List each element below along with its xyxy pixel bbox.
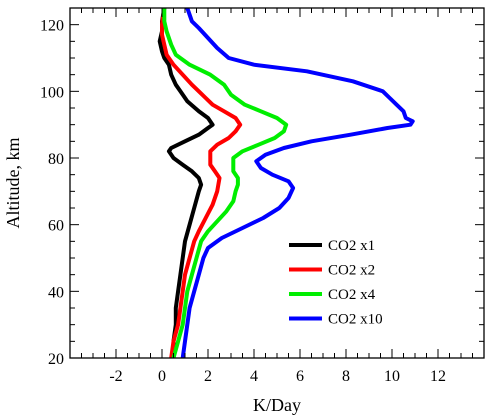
y-axis-label: Altitude, km: [3, 138, 23, 229]
x-tick-label: 12: [430, 368, 446, 385]
x-tick-label: 8: [342, 368, 350, 385]
series-layer: [157, 8, 415, 358]
y-tick-label: 80: [48, 151, 64, 168]
series-line-2: [160, 8, 243, 358]
x-tick-label: -2: [109, 368, 122, 385]
x-tick-label: 0: [158, 368, 166, 385]
x-axis-label: K/Day: [253, 395, 301, 415]
x-tick-label: 10: [384, 368, 400, 385]
legend: CO2 x1 CO2 x2 CO2 x4 CO2 x10: [289, 238, 383, 328]
y-tick-label: 20: [48, 351, 64, 368]
series-line-1: [157, 8, 215, 358]
axes: -2 0 2 4 6 8 10 12 20 40 60 80 100 120: [40, 7, 485, 385]
y-tick-label: 40: [48, 284, 64, 301]
series-line-3: [162, 8, 289, 358]
x-tick-label: 2: [204, 368, 212, 385]
x-tick-label: 4: [250, 368, 258, 385]
x-tick-label: 6: [296, 368, 304, 385]
y-tick-label: 120: [40, 18, 64, 35]
series-line-4: [180, 8, 415, 358]
legend-label-1: CO2 x1: [328, 238, 375, 254]
y-tick-label: 60: [48, 218, 64, 235]
legend-label-2: CO2 x2: [328, 263, 375, 279]
y-tick-label: 100: [40, 84, 64, 101]
legend-label-4: CO2 x10: [328, 312, 383, 328]
legend-label-3: CO2 x4: [328, 287, 376, 303]
